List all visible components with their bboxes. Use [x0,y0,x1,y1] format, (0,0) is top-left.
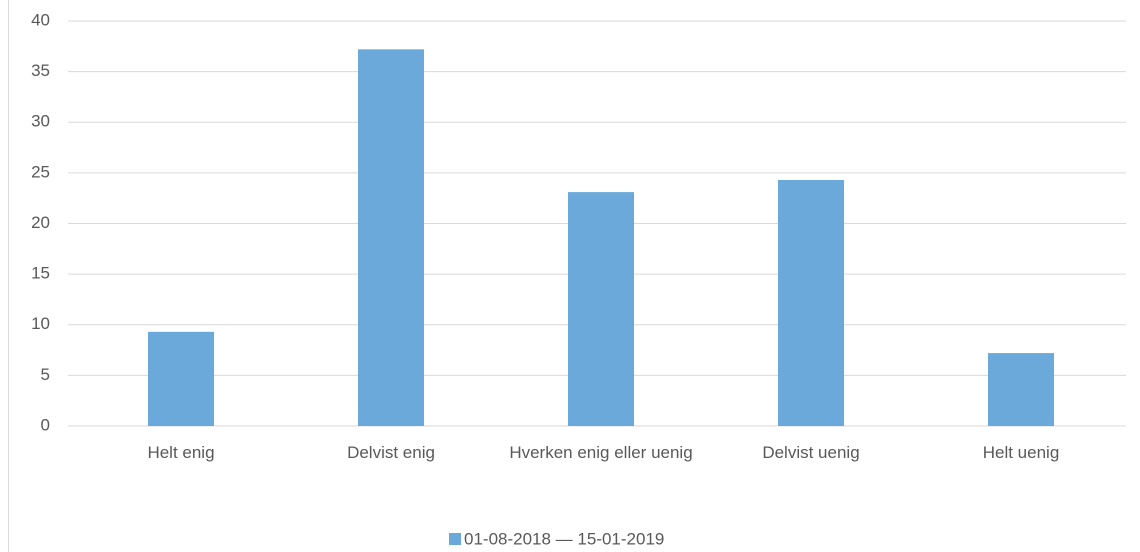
bar [358,49,424,426]
bar [148,331,214,426]
x-tick-label: Helt uenig [982,443,1060,462]
y-tick-label: 20 [31,213,50,232]
x-tick-label-box: Delvist enig [347,443,435,462]
y-tick-label: 0 [41,415,50,434]
legend-swatch [449,533,461,545]
x-tick-label-box: Hverken enig eller uenig [509,443,693,462]
y-tick-label: 40 [31,10,50,29]
y-tick-label: 25 [31,162,50,181]
y-tick-label: 5 [41,365,50,384]
bar [988,353,1054,426]
y-tick-label: 30 [31,112,50,131]
x-tick-label: Delvist uenig [762,443,860,462]
x-tick-label-box: Delvist uenig [762,443,860,462]
bar [568,192,634,426]
legend-label: 01-08-2018 — 15-01-2019 [464,529,664,548]
y-tick-label: 15 [31,264,50,283]
x-tick-label-box: Helt enig [147,443,215,462]
y-tick-label: 10 [31,314,50,333]
y-tick-label: 35 [31,61,50,80]
bar [778,179,844,426]
x-tick-label: Delvist enig [347,443,435,462]
x-tick-label-box: Helt uenig [982,443,1060,462]
x-tick-label: Helt enig [147,443,215,462]
x-tick-label: Hverken enig eller uenig [509,443,693,462]
